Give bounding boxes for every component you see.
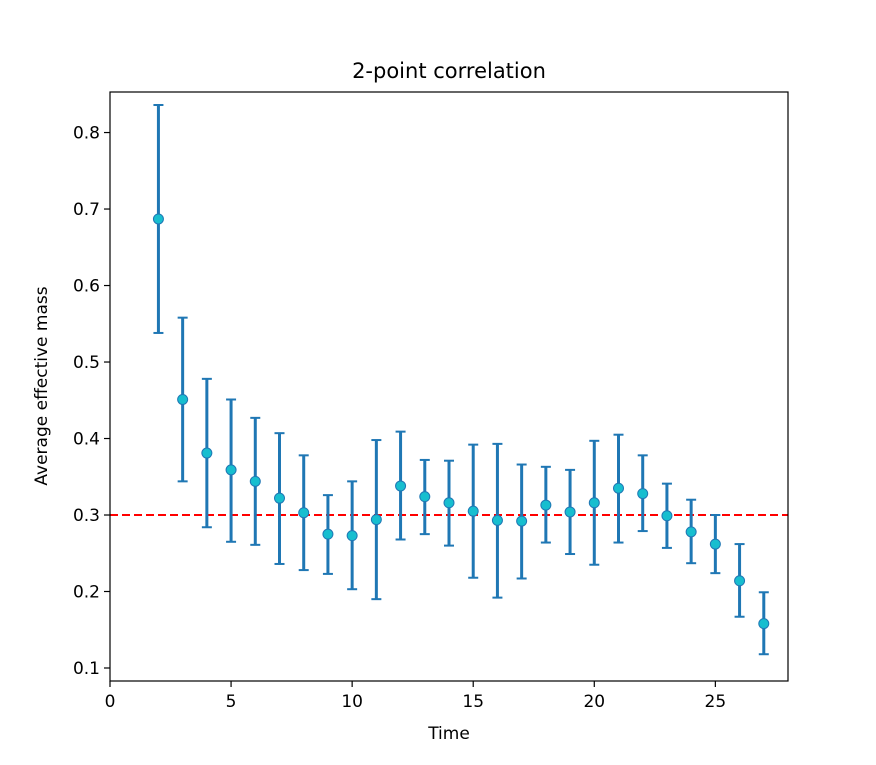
x-tick-label: 0 [105,692,116,712]
data-point [564,506,576,518]
data-point [225,464,237,476]
data-point [419,491,431,503]
data-point [346,530,358,542]
y-tick-label: 0.7 [73,200,100,220]
data-point [395,480,407,492]
y-tick-label: 0.8 [73,124,100,144]
x-tick-label: 20 [583,692,605,712]
data-point [249,475,261,487]
data-point [370,514,382,526]
x-tick-label: 25 [705,692,727,712]
plot-frame [109,91,789,682]
data-point [637,488,649,500]
x-tick-label: 10 [341,692,363,712]
y-tick-label: 0.6 [73,277,100,297]
data-point [201,447,213,459]
x-tick-label: 5 [226,692,237,712]
y-tick-label: 0.2 [73,583,100,603]
data-point [734,575,746,587]
data-point [758,618,770,630]
data-point [177,394,189,406]
data-point [467,505,479,517]
data-point [491,514,503,526]
data-point [540,499,552,511]
y-tick-label: 0.4 [73,430,100,450]
y-tick-label: 0.3 [73,506,100,526]
y-axis-label: Average effective mass [32,286,52,485]
data-point [516,515,528,527]
data-point [613,482,624,494]
data-point [152,213,164,225]
data-point [274,492,285,504]
data-point [588,497,600,509]
data-point [709,538,721,550]
x-axis-label: Time [427,724,470,744]
y-tick-label: 0.5 [73,353,100,373]
data-point [322,528,334,540]
x-tick-label: 15 [462,692,484,712]
y-tick-label: 0.1 [73,659,100,679]
data-point [661,510,673,522]
plot-area: 0 5 10 15 20 25 0.1 0.2 0.3 0.4 0.5 0.6 0.7 0.8 [73,91,789,712]
data-point [685,526,697,538]
data-point [298,507,310,519]
chart-title: 2-point correlation [352,59,546,83]
data-point [443,497,455,509]
